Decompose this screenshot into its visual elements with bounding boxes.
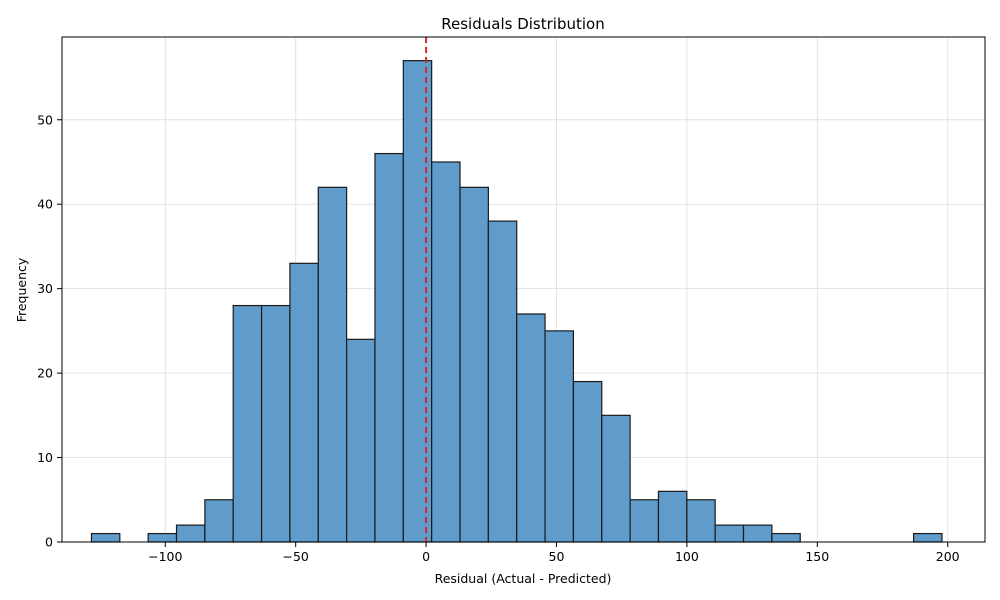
histogram-bar <box>742 524 773 543</box>
histogram-bar <box>175 524 206 543</box>
histogram-bar <box>232 304 263 543</box>
histogram-bar <box>913 532 943 543</box>
y-tick-label: 30 <box>37 281 53 296</box>
histogram-bar <box>572 380 603 543</box>
x-tick-label: 50 <box>549 549 565 564</box>
histogram-bar <box>289 262 319 543</box>
histogram-bar <box>147 532 178 543</box>
y-axis-ticks: 0 10 20 30 40 50 <box>37 112 62 550</box>
histogram-bar <box>431 161 461 543</box>
histogram-bar <box>459 186 489 543</box>
y-axis-label: Frequency <box>14 257 29 322</box>
x-tick-label: −100 <box>148 549 182 564</box>
histogram-bar <box>657 490 688 543</box>
y-tick-label: 0 <box>45 535 53 550</box>
x-tick-label: −50 <box>282 549 308 564</box>
chart-title: Residuals Distribution <box>441 15 604 33</box>
histogram-bar <box>90 532 121 543</box>
x-tick-label: 100 <box>675 549 699 564</box>
histogram-bar <box>317 186 348 543</box>
histogram-bar <box>204 499 234 543</box>
x-axis-label: Residual (Actual - Predicted) <box>435 571 612 586</box>
y-tick-label: 20 <box>37 366 53 381</box>
histogram-bar <box>686 499 716 543</box>
histogram-bar <box>516 313 546 543</box>
histogram-bar <box>487 220 518 543</box>
y-tick-label: 50 <box>37 112 53 127</box>
histogram-bar <box>771 532 801 543</box>
histogram-bar <box>714 524 745 543</box>
histogram-bar <box>374 152 404 543</box>
histogram-bar <box>601 414 631 543</box>
x-tick-label: 150 <box>805 549 829 564</box>
histogram-bar <box>402 60 433 543</box>
histogram-bar <box>260 304 291 543</box>
y-tick-label: 40 <box>37 197 53 212</box>
histogram-bar <box>629 499 660 543</box>
plot-frame <box>61 36 986 543</box>
histogram-bar <box>346 338 376 543</box>
x-axis-ticks: −100 −50 0 50 100 150 200 <box>148 542 960 564</box>
histogram-bar <box>544 330 575 543</box>
x-tick-label: 0 <box>422 549 430 564</box>
y-tick-label: 10 <box>37 450 53 465</box>
x-tick-label: 200 <box>936 549 960 564</box>
bars <box>90 60 943 543</box>
